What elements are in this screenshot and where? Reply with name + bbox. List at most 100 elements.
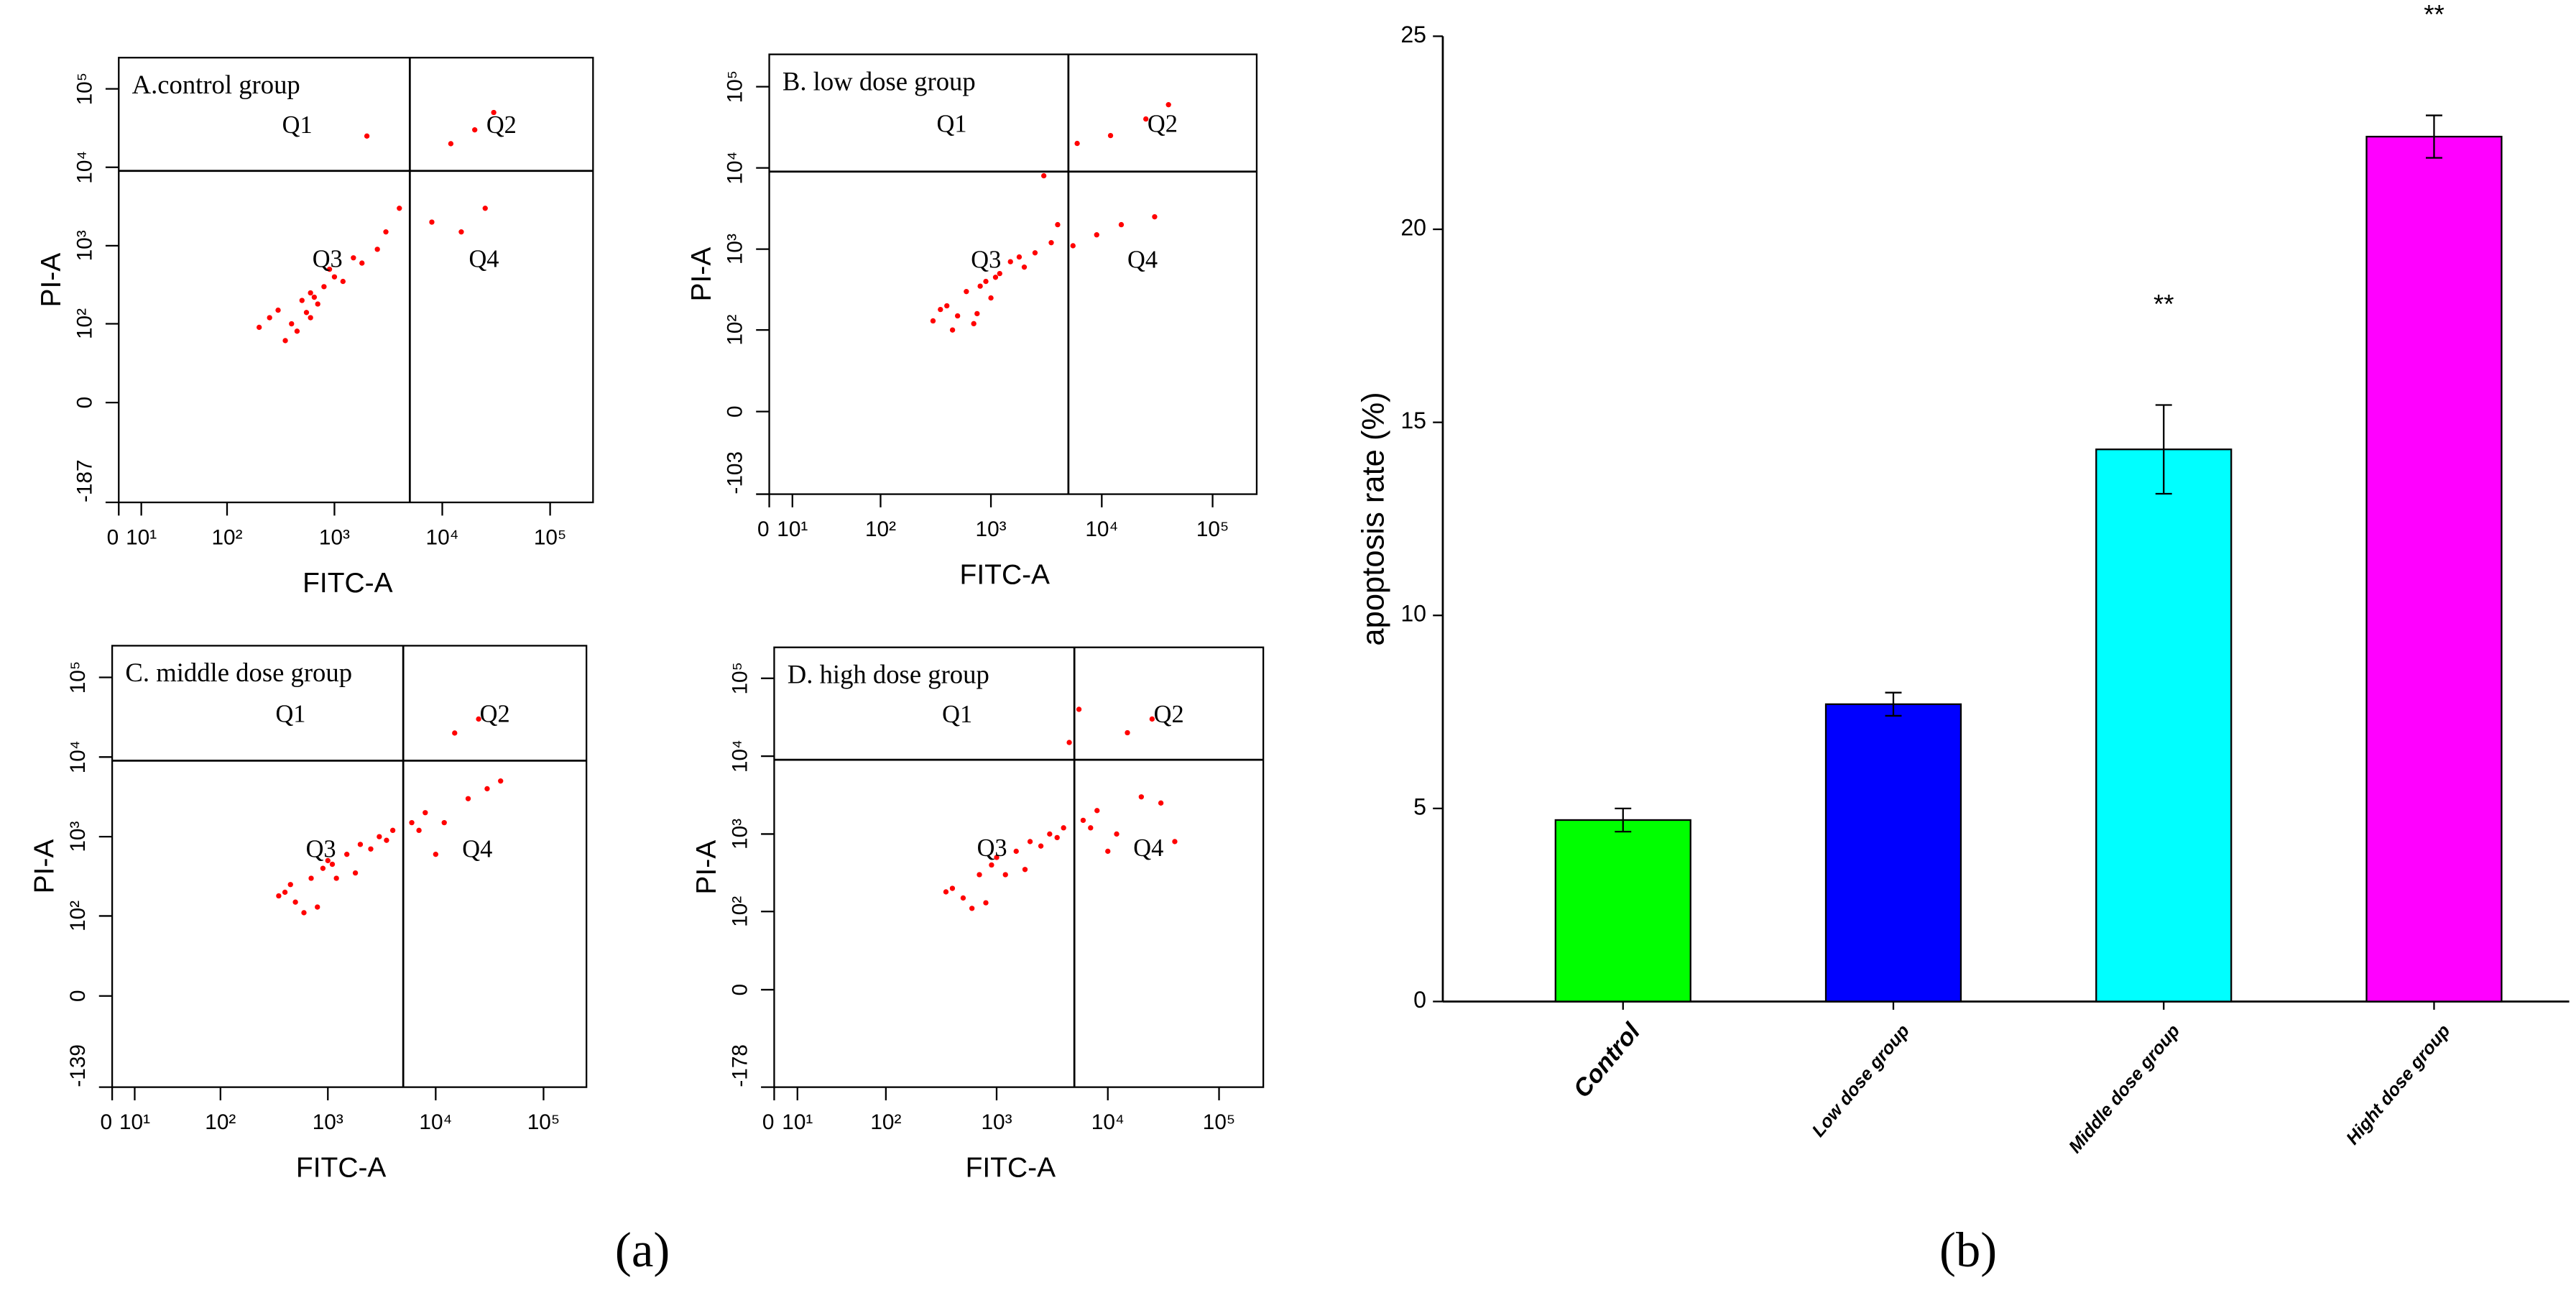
x-tick-label: 10²: [865, 517, 896, 541]
event-dot: [949, 327, 956, 333]
event-dot: [1107, 132, 1114, 139]
event-dot: [1094, 808, 1100, 814]
event-dot: [484, 786, 490, 792]
significance: **: [2153, 290, 2174, 319]
y-tick-label: 10⁵: [728, 662, 752, 694]
y-tick-label: 10³: [73, 230, 96, 261]
event-dot: [1094, 232, 1099, 238]
event-dot: [971, 321, 977, 327]
event-dot: [257, 324, 262, 331]
event-dot: [983, 900, 989, 906]
event-dot: [409, 819, 415, 826]
event-dot: [458, 229, 464, 235]
event-dot: [333, 875, 339, 881]
event-dot: [977, 283, 983, 289]
event-dot: [1013, 848, 1019, 855]
event-dot: [331, 274, 338, 280]
y-tick-label: 5: [1413, 793, 1426, 819]
quadrant-label: Q4: [1127, 247, 1158, 274]
event-dot: [308, 290, 313, 296]
event-dot: [491, 109, 497, 116]
event-dot: [1027, 839, 1033, 844]
y-tick-label: -139: [66, 1044, 90, 1087]
quadrant-label: Q1: [937, 110, 967, 137]
event-dot: [1114, 831, 1120, 837]
event-dot: [1038, 843, 1044, 849]
event-dot: [1022, 867, 1028, 873]
x-axis-label: FITC-A: [960, 559, 1051, 590]
x-tick-label: Control: [1569, 1018, 1647, 1103]
y-tick-label: 0: [724, 405, 747, 418]
event-dot: [944, 303, 950, 309]
event-dot: [287, 882, 293, 888]
x-tick-label: Hight dose group: [2342, 1021, 2455, 1149]
event-dot: [1070, 243, 1076, 249]
event-dot: [368, 846, 374, 852]
event-dot: [351, 255, 356, 261]
x-tick-label: 10⁴: [1085, 517, 1118, 541]
event-dot: [321, 284, 327, 290]
event-dot: [276, 893, 282, 899]
event-dot: [954, 313, 961, 319]
event-dot: [1165, 102, 1171, 108]
event-dot: [1016, 254, 1022, 260]
bar: [1824, 703, 1962, 1003]
event-dot: [299, 298, 305, 303]
event-dot: [292, 899, 298, 905]
event-dot: [359, 260, 365, 266]
event-dot: [1074, 140, 1080, 147]
event-dot: [1066, 740, 1072, 745]
event-dot: [352, 870, 359, 876]
event-dot: [416, 827, 422, 834]
event-dot: [1002, 872, 1008, 878]
x-tick-label: 0: [101, 1110, 113, 1134]
x-tick-label: 10⁵: [534, 525, 566, 549]
significance: **: [2424, 0, 2445, 29]
y-tick-label: 20: [1400, 214, 1426, 240]
x-tick-label: 10³: [981, 1110, 1012, 1134]
y-tick-label: 0: [73, 397, 96, 409]
quadrant-label: Q4: [1133, 834, 1163, 862]
event-dot: [282, 338, 288, 344]
event-dot: [364, 133, 370, 139]
y-tick-label: 10²: [728, 896, 752, 927]
event-dot: [1076, 706, 1082, 712]
x-tick-label: 10¹: [782, 1110, 813, 1134]
x-tick-label: 10²: [870, 1110, 901, 1134]
event-dot: [315, 301, 320, 307]
quadrant-label: Q1: [275, 701, 305, 728]
y-tick-label: 10³: [66, 821, 90, 852]
quadrant-label: Q4: [462, 835, 492, 862]
y-axis-label: PI-A: [29, 839, 60, 894]
quadrant-label: Q1: [942, 701, 972, 728]
event-dot: [423, 810, 428, 816]
event-dot: [452, 730, 458, 736]
event-dot: [357, 842, 364, 847]
event-dot: [1172, 839, 1178, 844]
y-tick-label: -187: [73, 459, 96, 502]
x-tick-label: 10¹: [126, 525, 157, 549]
event-dot: [1149, 716, 1155, 722]
event-dot: [964, 288, 969, 295]
bar: [2095, 448, 2233, 1003]
event-dot: [340, 278, 346, 285]
bar: [1554, 819, 1691, 1003]
x-tick-label: 10³: [319, 525, 350, 549]
event-dot: [1152, 213, 1158, 220]
event-dot: [308, 875, 314, 881]
event-dot: [974, 310, 980, 317]
event-dot: [320, 865, 326, 871]
x-tick-label: 10²: [211, 525, 242, 549]
event-dot: [374, 247, 380, 252]
y-tick-label: 25: [1400, 22, 1426, 47]
event-dot: [472, 127, 478, 133]
event-dot: [429, 219, 435, 225]
panel-title: B. low dose group: [783, 66, 976, 96]
y-tick-label: -103: [724, 451, 747, 494]
plot-frame: [111, 645, 588, 1088]
y-tick-label: 15: [1400, 408, 1426, 433]
event-dot: [1047, 831, 1053, 837]
event-dot: [448, 141, 454, 147]
event-dot: [989, 862, 994, 868]
event-dot: [988, 295, 994, 301]
